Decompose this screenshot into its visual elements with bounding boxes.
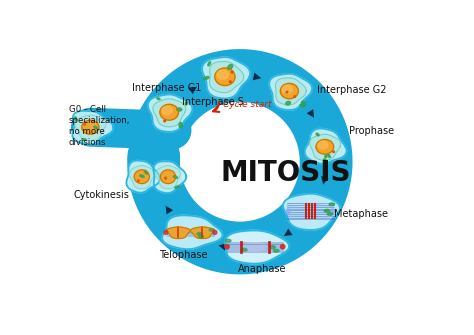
Circle shape (294, 96, 295, 97)
Text: Telophase: Telophase (159, 251, 208, 260)
Circle shape (333, 151, 334, 152)
Circle shape (137, 180, 139, 182)
Ellipse shape (323, 159, 327, 161)
Circle shape (213, 230, 217, 234)
Polygon shape (75, 115, 106, 140)
Circle shape (229, 81, 231, 83)
Ellipse shape (179, 123, 182, 128)
Ellipse shape (225, 239, 231, 242)
Polygon shape (210, 62, 244, 93)
Ellipse shape (203, 76, 209, 80)
Ellipse shape (94, 126, 98, 129)
Ellipse shape (208, 62, 210, 66)
Ellipse shape (327, 213, 333, 215)
Ellipse shape (82, 120, 99, 134)
Polygon shape (305, 129, 346, 164)
Polygon shape (129, 165, 154, 189)
Circle shape (231, 71, 233, 73)
Ellipse shape (197, 232, 202, 235)
Polygon shape (154, 161, 186, 193)
Ellipse shape (74, 117, 77, 121)
Circle shape (164, 120, 165, 122)
Text: MITOSIS: MITOSIS (220, 159, 351, 187)
Polygon shape (73, 111, 113, 144)
Text: Cytokinesis: Cytokinesis (73, 190, 129, 200)
Polygon shape (155, 165, 181, 189)
Circle shape (83, 123, 85, 125)
Polygon shape (202, 57, 250, 98)
Text: Interphase G2: Interphase G2 (317, 85, 386, 94)
Ellipse shape (215, 68, 235, 85)
Ellipse shape (228, 65, 233, 69)
Polygon shape (153, 99, 186, 127)
Text: Interphase G1: Interphase G1 (132, 83, 201, 93)
Ellipse shape (324, 209, 329, 212)
Polygon shape (225, 230, 289, 264)
Ellipse shape (300, 105, 305, 107)
Polygon shape (148, 94, 192, 132)
Polygon shape (127, 160, 160, 193)
Ellipse shape (329, 203, 335, 206)
Ellipse shape (145, 170, 148, 174)
Polygon shape (275, 78, 306, 105)
Ellipse shape (318, 141, 328, 149)
Ellipse shape (270, 246, 275, 249)
Ellipse shape (199, 235, 204, 238)
Ellipse shape (286, 102, 291, 105)
Text: Metaphase: Metaphase (334, 209, 388, 219)
Text: Prophase: Prophase (349, 126, 394, 136)
Text: Interphase S: Interphase S (182, 97, 244, 107)
Circle shape (281, 245, 285, 249)
Polygon shape (166, 227, 190, 239)
Circle shape (164, 230, 168, 234)
Ellipse shape (316, 139, 334, 154)
Circle shape (164, 177, 166, 179)
Ellipse shape (160, 104, 179, 120)
Circle shape (286, 91, 288, 93)
Ellipse shape (173, 176, 178, 178)
Circle shape (225, 245, 229, 249)
Ellipse shape (140, 175, 144, 177)
Polygon shape (310, 134, 341, 160)
Ellipse shape (160, 170, 176, 184)
Ellipse shape (177, 108, 182, 111)
Ellipse shape (273, 249, 279, 252)
Ellipse shape (244, 242, 266, 251)
Ellipse shape (82, 139, 86, 141)
Polygon shape (162, 215, 222, 249)
Ellipse shape (316, 133, 319, 136)
Ellipse shape (175, 186, 179, 188)
Ellipse shape (157, 98, 160, 99)
Ellipse shape (185, 102, 188, 105)
Ellipse shape (328, 154, 330, 158)
Text: G0 - Cell
specialization,
no more
divisions: G0 - Cell specialization, no more divisi… (69, 105, 130, 147)
Ellipse shape (301, 102, 306, 105)
Ellipse shape (283, 85, 292, 93)
Ellipse shape (217, 70, 228, 79)
Ellipse shape (241, 248, 247, 251)
Ellipse shape (209, 228, 214, 231)
Text: Anaphase: Anaphase (238, 264, 286, 274)
Polygon shape (191, 227, 214, 239)
Polygon shape (269, 74, 312, 110)
Polygon shape (283, 194, 340, 230)
Ellipse shape (162, 106, 173, 115)
Text: Cycle start: Cycle start (223, 100, 271, 109)
Ellipse shape (134, 170, 149, 184)
Ellipse shape (280, 83, 299, 99)
Circle shape (286, 209, 291, 213)
Circle shape (331, 209, 335, 213)
Ellipse shape (325, 155, 327, 158)
